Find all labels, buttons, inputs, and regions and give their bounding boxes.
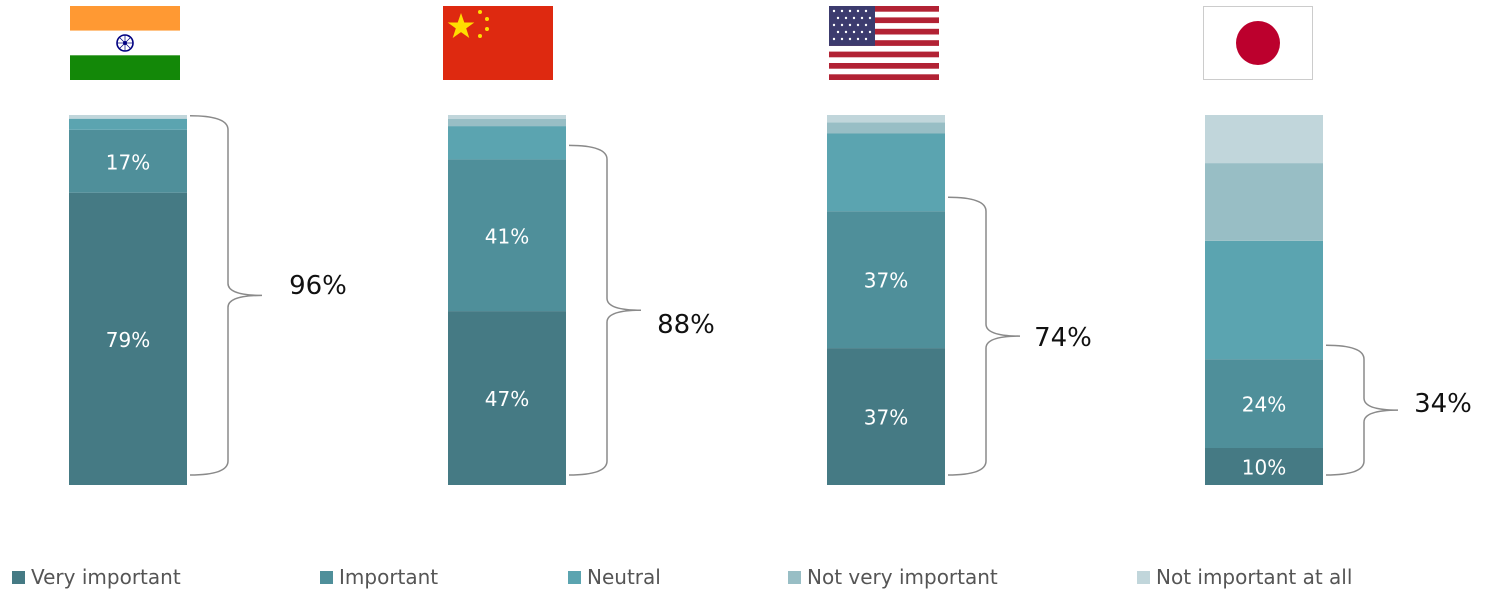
bar-japan-not-important-at-all: [1205, 115, 1323, 164]
bracket-japan: [1325, 344, 1399, 476]
total-label-china: 88%: [657, 310, 715, 340]
legend-item-very-important: Very important: [12, 565, 181, 589]
legend-swatch-not-important-at-all: [1137, 570, 1150, 584]
bar-japan-neutral: [1205, 240, 1323, 360]
data-label-india-important: 17%: [106, 150, 150, 174]
bar-india-not-important-at-all: [69, 115, 187, 119]
legend-swatch-neutral: [568, 570, 581, 584]
japan-flag-icon: [1203, 6, 1313, 80]
bar-china-very-important: [448, 311, 566, 485]
legend-item-neutral: Neutral: [568, 565, 661, 589]
bar-usa-very-important: [827, 348, 945, 485]
legend-item-important: Important: [320, 565, 439, 589]
usa-flag-icon: [829, 6, 939, 80]
data-label-usa-important: 37%: [864, 269, 908, 293]
legend-label-neutral: Neutral: [587, 565, 661, 589]
bar-china-neutral: [448, 126, 566, 160]
bar-india-important: [69, 129, 187, 193]
legend-item-not-very-important: Not very important: [788, 565, 998, 589]
legend-label-not-very-important: Not very important: [807, 565, 998, 589]
bar-japan-very-important: [1205, 448, 1323, 485]
legend-label-not-important-at-all: Not important at all: [1156, 565, 1353, 589]
legend-label-very-important: Very important: [31, 565, 181, 589]
china-flag-icon: [443, 6, 553, 80]
bar-india-very-important: [69, 192, 187, 485]
data-label-japan-very-important: 10%: [1242, 456, 1286, 480]
legend-swatch-important: [320, 570, 333, 584]
bar-china-not-important-at-all: [448, 115, 566, 119]
legend-label-important: Important: [339, 565, 439, 589]
bracket-india: [189, 115, 263, 476]
legend-item-not-important-at-all: Not important at all: [1137, 565, 1353, 589]
total-label-usa: 74%: [1034, 323, 1092, 353]
bar-usa-neutral: [827, 133, 945, 212]
bar-japan-important: [1205, 359, 1323, 448]
bar-china-important: [448, 159, 566, 312]
bar-usa-not-very-important: [827, 122, 945, 134]
india-flag-icon: [70, 6, 180, 80]
total-label-india: 96%: [289, 271, 347, 301]
bar-usa-not-important-at-all: [827, 115, 945, 123]
data-label-usa-very-important: 37%: [864, 406, 908, 430]
bracket-usa: [947, 196, 1021, 476]
legend-swatch-not-very-important: [788, 570, 801, 584]
bar-japan-not-very-important: [1205, 163, 1323, 241]
legend-swatch-very-important: [12, 570, 25, 584]
bracket-china: [568, 144, 642, 476]
data-label-japan-important: 24%: [1242, 393, 1286, 417]
total-label-japan: 34%: [1414, 389, 1472, 419]
bar-china-not-very-important: [448, 118, 566, 127]
bar-usa-important: [827, 211, 945, 349]
data-label-china-very-important: 47%: [485, 387, 529, 411]
data-label-china-important: 41%: [485, 224, 529, 248]
data-label-india-very-important: 79%: [106, 328, 150, 352]
bar-india-neutral: [69, 118, 187, 130]
